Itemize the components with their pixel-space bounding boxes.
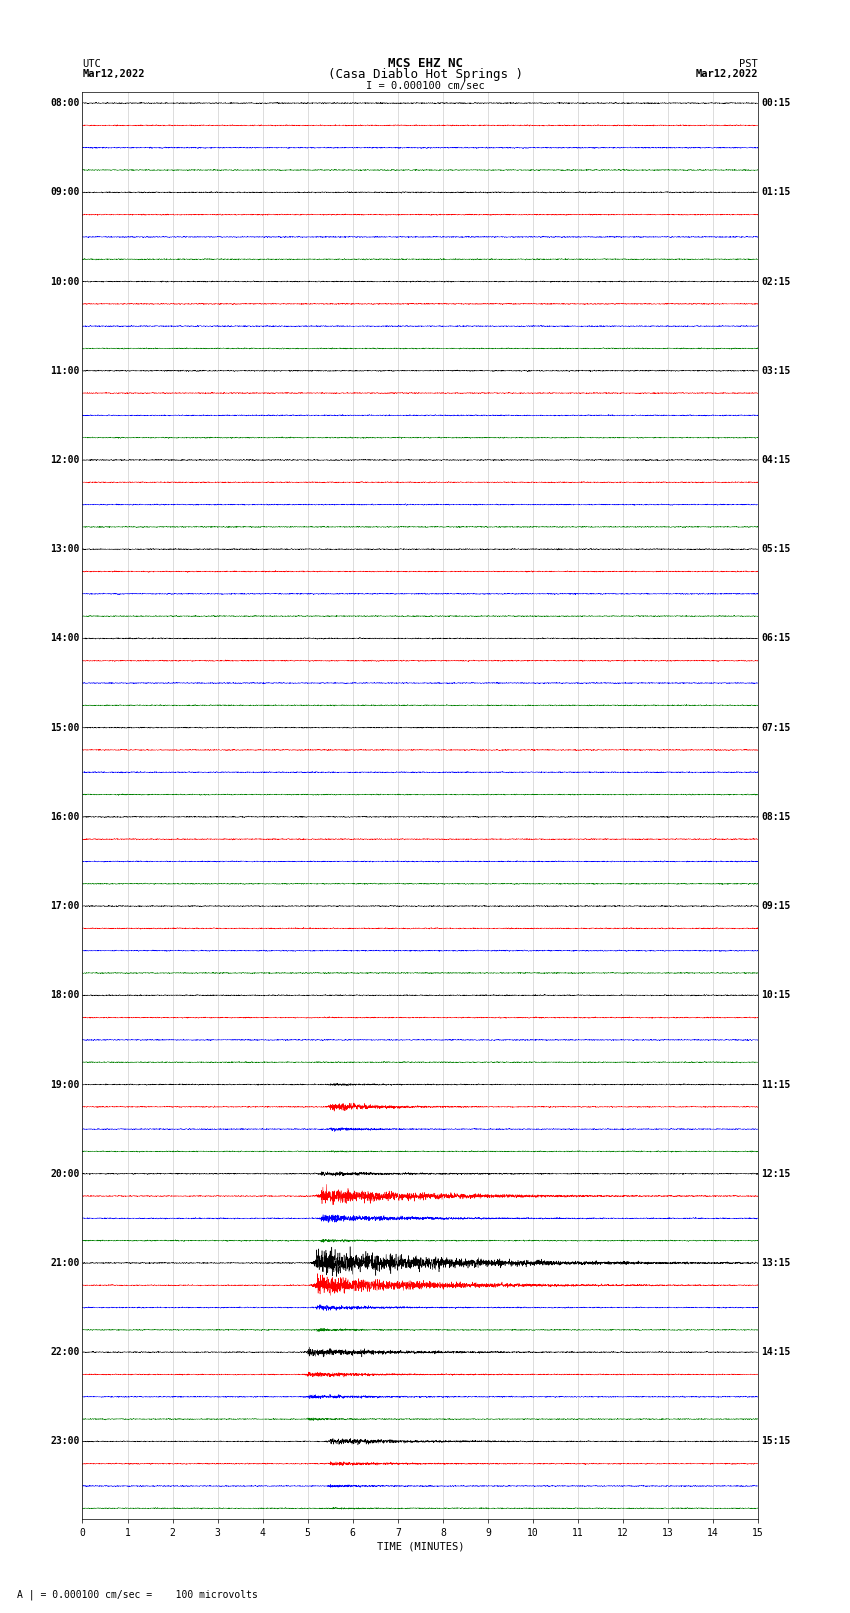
- Text: 13:00: 13:00: [50, 544, 80, 555]
- Text: 06:15: 06:15: [761, 634, 790, 644]
- Text: 17:00: 17:00: [50, 902, 80, 911]
- Text: 11:15: 11:15: [761, 1079, 790, 1089]
- Text: 18:00: 18:00: [50, 990, 80, 1000]
- Text: 04:15: 04:15: [761, 455, 790, 465]
- Text: 03:15: 03:15: [761, 366, 790, 376]
- Text: 08:15: 08:15: [761, 811, 790, 823]
- Text: 23:00: 23:00: [50, 1437, 80, 1447]
- Text: MCS EHZ NC: MCS EHZ NC: [388, 56, 462, 71]
- Text: 00:15: 00:15: [761, 98, 790, 108]
- Text: A | = 0.000100 cm/sec =    100 microvolts: A | = 0.000100 cm/sec = 100 microvolts: [17, 1589, 258, 1600]
- Text: 10:00: 10:00: [50, 276, 80, 287]
- Text: PST: PST: [740, 58, 758, 69]
- Text: 08:00: 08:00: [50, 98, 80, 108]
- Text: 09:00: 09:00: [50, 187, 80, 197]
- Text: 13:15: 13:15: [761, 1258, 790, 1268]
- Text: I = 0.000100 cm/sec: I = 0.000100 cm/sec: [366, 81, 484, 90]
- Text: 09:15: 09:15: [761, 902, 790, 911]
- Text: UTC: UTC: [82, 58, 101, 69]
- Text: 07:15: 07:15: [761, 723, 790, 732]
- Text: Mar12,2022: Mar12,2022: [82, 69, 145, 79]
- Text: 21:00: 21:00: [50, 1258, 80, 1268]
- Text: 15:00: 15:00: [50, 723, 80, 732]
- Text: 15:15: 15:15: [761, 1437, 790, 1447]
- Text: 05:15: 05:15: [761, 544, 790, 555]
- Text: 14:15: 14:15: [761, 1347, 790, 1357]
- Text: 12:15: 12:15: [761, 1169, 790, 1179]
- Text: 16:00: 16:00: [50, 811, 80, 823]
- Text: 12:00: 12:00: [50, 455, 80, 465]
- X-axis label: TIME (MINUTES): TIME (MINUTES): [377, 1542, 464, 1552]
- Text: (Casa Diablo Hot Springs ): (Casa Diablo Hot Springs ): [327, 68, 523, 82]
- Text: 10:15: 10:15: [761, 990, 790, 1000]
- Text: 22:00: 22:00: [50, 1347, 80, 1357]
- Text: 01:15: 01:15: [761, 187, 790, 197]
- Text: 11:00: 11:00: [50, 366, 80, 376]
- Text: Mar12,2022: Mar12,2022: [695, 69, 758, 79]
- Text: 14:00: 14:00: [50, 634, 80, 644]
- Text: 02:15: 02:15: [761, 276, 790, 287]
- Text: 19:00: 19:00: [50, 1079, 80, 1089]
- Text: 20:00: 20:00: [50, 1169, 80, 1179]
